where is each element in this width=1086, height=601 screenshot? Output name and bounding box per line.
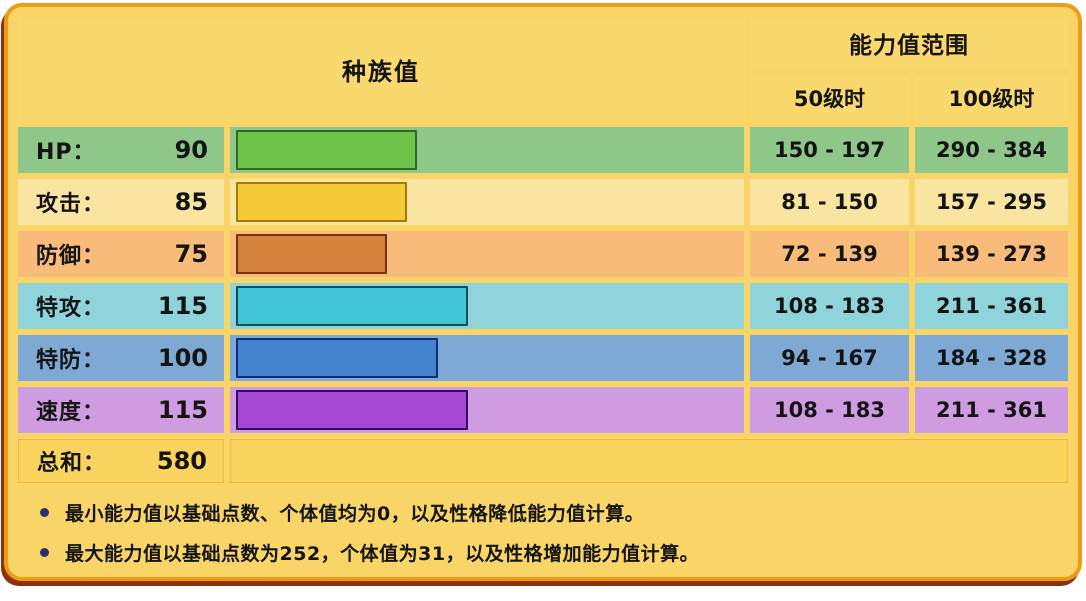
- total-row: 总和： 580: [18, 439, 1068, 483]
- stat-name: 攻击：: [36, 192, 106, 217]
- stat-bar: [236, 286, 468, 326]
- stat-value: 115: [157, 292, 208, 320]
- base-stats-card: 种族值 能力值范围 50级时 100级时 HP： 90 150 - 197 290 -…: [4, 3, 1082, 581]
- range-level50: 81 - 150: [750, 179, 909, 225]
- notes: 最小能力值以基础点数、个体值均为0，以及性格降低能力值计算。 最大能力值以基础点…: [18, 483, 1068, 566]
- range-level100: 211 - 361: [915, 283, 1068, 329]
- stat-value: 90: [174, 136, 208, 164]
- range-level100: 184 - 328: [915, 335, 1068, 381]
- stat-value: 75: [174, 240, 208, 268]
- range-level100: 211 - 361: [915, 387, 1068, 433]
- stat-bar: [236, 130, 418, 170]
- stat-value: 100: [157, 344, 208, 372]
- stats-table: 种族值 能力值范围 50级时 100级时 HP： 90 150 - 197 290 -…: [18, 17, 1068, 483]
- stat-name: 防御：: [36, 244, 106, 269]
- range-level50: 94 - 167: [750, 335, 909, 381]
- stat-bar: [236, 234, 388, 274]
- range-header: 能力值范围: [750, 17, 1068, 69]
- total-label: 总和：: [37, 451, 107, 476]
- stat-bar: [236, 182, 408, 222]
- stat-row-1: 攻击： 85 81 - 150 157 - 295: [18, 179, 1068, 225]
- note-min-text: 最小能力值以基础点数、个体值均为0，以及性格降低能力值计算。: [65, 503, 645, 525]
- stat-name: HP：: [36, 140, 96, 165]
- stat-label-cell: 特防： 100: [18, 335, 224, 381]
- level-subheader: 50级时 100级时: [750, 75, 1068, 121]
- note-max-text: 最大能力值以基础点数为252，个体值为31，以及性格增加能力值计算。: [65, 543, 700, 565]
- stat-bar-cell: [230, 335, 744, 381]
- stat-value: 115: [157, 396, 208, 424]
- stat-bar-cell: [230, 127, 744, 173]
- stat-bar-cell: [230, 231, 744, 277]
- stat-name: 特攻：: [36, 296, 106, 321]
- stat-bar: [236, 338, 438, 378]
- range-level50: 108 - 183: [750, 387, 909, 433]
- range-level50: 150 - 197: [750, 127, 909, 173]
- level100-header: 100级时: [915, 75, 1068, 121]
- stat-name: 速度：: [36, 400, 106, 425]
- note-min: 最小能力值以基础点数、个体值均为0，以及性格降低能力值计算。: [40, 499, 1058, 526]
- stat-label-cell: 特攻： 115: [18, 283, 224, 329]
- stat-bar-cell: [230, 179, 744, 225]
- stat-row-3: 特攻： 115 108 - 183 211 - 361: [18, 283, 1068, 329]
- range-level50: 72 - 139: [750, 231, 909, 277]
- stat-bar-cell: [230, 387, 744, 433]
- stat-label-cell: 攻击： 85: [18, 179, 224, 225]
- total-value: 580: [156, 447, 207, 475]
- bullet-icon: [40, 548, 49, 557]
- total-label-cell: 总和： 580: [18, 439, 224, 483]
- range-level100: 157 - 295: [915, 179, 1068, 225]
- stat-rows: HP： 90 150 - 197 290 - 384 攻击： 85 81 - 150 157 …: [18, 127, 1068, 433]
- range-level100: 139 - 273: [915, 231, 1068, 277]
- stat-label-cell: HP： 90: [18, 127, 224, 173]
- range-header-group: 能力值范围 50级时 100级时: [750, 17, 1068, 121]
- stat-row-4: 特防： 100 94 - 167 184 - 328: [18, 335, 1068, 381]
- level50-header: 50级时: [750, 75, 909, 121]
- stat-row-5: 速度： 115 108 - 183 211 - 361: [18, 387, 1068, 433]
- table-header: 种族值 能力值范围 50级时 100级时: [18, 17, 1068, 121]
- total-empty-cell: [230, 439, 1068, 483]
- stat-row-2: 防御： 75 72 - 139 139 - 273: [18, 231, 1068, 277]
- range-level50: 108 - 183: [750, 283, 909, 329]
- stat-bar-cell: [230, 283, 744, 329]
- stat-name: 特防：: [36, 348, 106, 373]
- stat-label-cell: 防御： 75: [18, 231, 224, 277]
- note-max: 最大能力值以基础点数为252，个体值为31，以及性格增加能力值计算。: [40, 539, 1058, 566]
- bullet-icon: [40, 508, 49, 517]
- stat-label-cell: 速度： 115: [18, 387, 224, 433]
- stat-value: 85: [174, 188, 208, 216]
- range-level100: 290 - 384: [915, 127, 1068, 173]
- base-stats-header: 种族值: [18, 17, 744, 121]
- stat-row-0: HP： 90 150 - 197 290 - 384: [18, 127, 1068, 173]
- stat-bar: [236, 390, 468, 430]
